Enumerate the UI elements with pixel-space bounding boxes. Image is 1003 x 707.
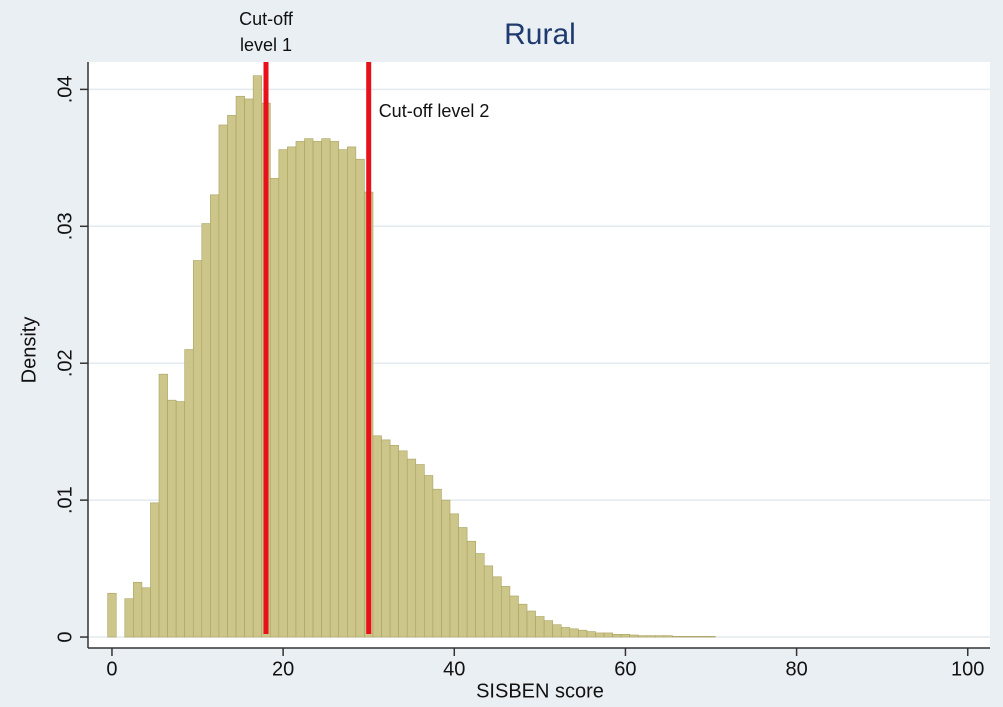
x-tick-label: 80 (785, 658, 807, 680)
bar (210, 194, 220, 638)
bar (107, 592, 117, 638)
y-tick-label: .04 (54, 75, 76, 103)
bar (569, 628, 579, 638)
y-tick-label: .03 (54, 212, 76, 240)
bar (560, 627, 571, 638)
bar (458, 527, 468, 638)
bar (475, 553, 485, 638)
bar (492, 576, 502, 638)
x-tick-label: 40 (443, 658, 465, 680)
bar (672, 636, 682, 638)
bar (278, 149, 288, 638)
x-tick-label: 20 (272, 658, 294, 680)
bar (501, 586, 511, 638)
bar (586, 631, 596, 638)
bar (192, 260, 203, 638)
cutoff-label: Cut-off (239, 9, 294, 29)
bar (646, 635, 656, 638)
bar (655, 635, 665, 638)
bar (381, 439, 391, 638)
bar (141, 587, 151, 638)
bar (432, 488, 442, 638)
bar (167, 399, 177, 638)
bar (287, 146, 297, 638)
x-tick-label: 100 (951, 658, 984, 680)
bar (552, 624, 562, 638)
bar (612, 634, 622, 638)
cutoff-label: level 1 (240, 35, 292, 55)
bar (415, 464, 425, 638)
y-tick-label: .01 (54, 486, 76, 514)
bar (398, 450, 408, 638)
bar (295, 141, 305, 638)
bar (697, 636, 708, 638)
bar (441, 499, 451, 638)
bar (543, 620, 553, 638)
bar (175, 401, 186, 638)
bar (244, 98, 254, 638)
bar (466, 540, 476, 638)
bar (535, 616, 545, 638)
bar (235, 95, 245, 638)
chart-title: Rural (504, 18, 576, 51)
bar (201, 223, 211, 638)
bar (449, 513, 459, 638)
bar (338, 149, 348, 638)
bar (329, 141, 340, 638)
bar (150, 502, 160, 638)
bar (629, 634, 639, 638)
bar (509, 595, 519, 638)
cutoff-label: Cut-off level 2 (379, 101, 490, 121)
bar (158, 373, 168, 638)
bar (227, 115, 237, 638)
bar (218, 124, 228, 638)
bar (603, 632, 613, 638)
x-tick-label: 60 (614, 658, 636, 680)
y-tick-label: .02 (54, 349, 76, 377)
bar (355, 158, 365, 638)
bar (389, 445, 399, 638)
bar (312, 141, 322, 638)
bar (372, 435, 382, 638)
y-tick-label: 0 (54, 631, 76, 642)
bar (321, 138, 331, 638)
bar (406, 458, 417, 638)
bar (269, 178, 280, 638)
bar (637, 635, 648, 638)
bar (706, 636, 716, 638)
x-tick-label: 0 (106, 658, 117, 680)
bar (424, 475, 434, 638)
bar (124, 598, 134, 638)
bar (663, 635, 673, 638)
bar (347, 146, 357, 638)
bar (184, 349, 194, 638)
bar (133, 581, 143, 638)
bar (304, 138, 314, 638)
bar (483, 565, 494, 638)
bar (526, 610, 536, 638)
bar (620, 634, 631, 638)
y-axis-label: Density (18, 317, 40, 384)
bar (680, 636, 690, 638)
bar (578, 629, 588, 638)
bar (689, 636, 699, 638)
bar (595, 632, 605, 638)
bar (252, 75, 263, 638)
x-axis-label: SISBEN score (476, 680, 604, 702)
bar (518, 603, 528, 638)
